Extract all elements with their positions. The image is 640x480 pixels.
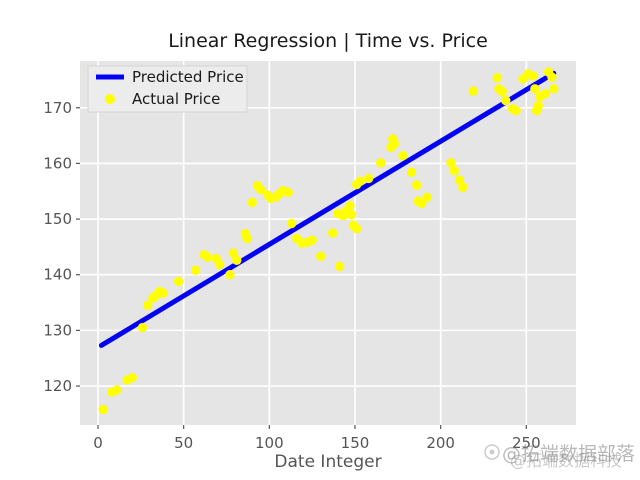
legend-point-swatch: [105, 94, 115, 104]
y-tick-labels: 120 130 140 150 160 170: [43, 99, 72, 395]
scatter-point: [286, 218, 297, 229]
scatter-point: [497, 86, 508, 97]
watermark-logo-dot: [489, 449, 495, 455]
watermark-text-back: @拓端数据科技: [510, 451, 622, 470]
scatter-point: [446, 158, 456, 168]
scatter-point: [547, 72, 557, 82]
legend-label-predicted: Predicted Price: [132, 68, 244, 86]
x-tick-label: 150: [341, 434, 370, 452]
scatter-point: [158, 288, 168, 298]
scatter-point: [454, 175, 465, 185]
scatter-point: [449, 165, 460, 176]
scatter-point: [411, 180, 422, 190]
predicted-price-line: [98, 70, 557, 348]
scatter-point: [389, 139, 400, 149]
scatter-point: [549, 84, 559, 94]
x-tick-labels: 0 50 100 150 200 250: [93, 434, 540, 452]
scatter-point: [458, 182, 468, 193]
scatter-point: [242, 233, 252, 244]
y-tick-label: 140: [43, 266, 72, 284]
scatter-point: [316, 251, 326, 262]
watermark-text-front: @拓端数据部落: [502, 443, 635, 465]
scatter-point: [468, 86, 478, 96]
scatter-point: [501, 95, 511, 106]
scatter-point: [346, 209, 357, 220]
y-tick-label: 160: [43, 154, 72, 172]
scatter-point: [98, 404, 108, 415]
x-tick-label: 250: [512, 434, 541, 452]
watermark-logo-icon: [484, 444, 500, 460]
y-tick-label: 120: [43, 377, 72, 395]
legend: Predicted Price Actual Price: [87, 65, 248, 113]
scatter-point: [355, 176, 365, 186]
x-tick-label: 100: [255, 434, 284, 452]
scatter-point: [283, 187, 293, 198]
tick-marks: [76, 107, 527, 429]
scatter-point: [398, 150, 408, 161]
scatter-point: [232, 255, 242, 265]
scatter-point: [528, 71, 538, 81]
regression-line: [98, 70, 557, 348]
scatter-point: [190, 265, 201, 275]
scatter-point: [307, 235, 317, 245]
scatter-point: [173, 276, 184, 287]
y-tick-label: 150: [43, 210, 72, 228]
scatter-point: [406, 167, 417, 178]
scatter-point: [533, 100, 544, 111]
scatter-point: [214, 260, 225, 270]
scatter-point: [256, 184, 266, 195]
legend-label-actual: Actual Price: [132, 90, 220, 108]
scatter-point: [142, 300, 153, 311]
scatter-point: [228, 248, 239, 258]
actual-price-points: [98, 67, 559, 415]
scatter-point: [247, 197, 257, 208]
chart-title: Linear Regression | Time vs. Price: [168, 30, 488, 52]
scatter-point: [351, 223, 362, 234]
scatter-point: [127, 372, 137, 383]
scatter-point: [511, 105, 521, 116]
x-tick-label: 200: [426, 434, 455, 452]
x-tick-label: 0: [93, 434, 103, 452]
plot-area: [80, 61, 576, 425]
y-tick-label: 130: [43, 321, 72, 339]
scatter-point: [137, 322, 148, 333]
scatter-point: [345, 201, 355, 211]
scatter-point: [112, 385, 122, 395]
y-tick-label: 170: [43, 99, 72, 117]
scatter-point: [225, 270, 235, 280]
scatter-point: [334, 261, 345, 272]
scatter-point: [492, 72, 502, 83]
scatter-point: [328, 228, 338, 238]
scatter-point: [422, 192, 432, 203]
watermark: @拓端数据科技 @拓端数据部落: [484, 443, 635, 470]
scatter-point: [530, 84, 540, 94]
x-tick-label: 50: [174, 434, 193, 452]
scatter-point: [202, 252, 213, 262]
legend-box: [87, 65, 248, 113]
x-axis-label: Date Integer: [274, 452, 381, 472]
scatter-point: [540, 89, 550, 99]
scatter-point: [375, 158, 386, 168]
scatter-point: [363, 173, 374, 184]
